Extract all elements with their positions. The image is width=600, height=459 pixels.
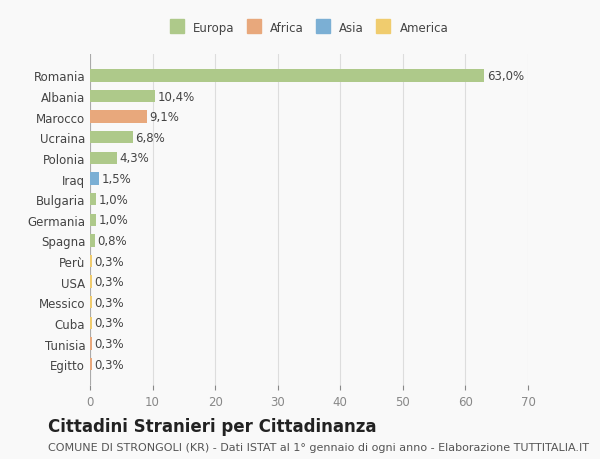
Bar xyxy=(90,255,92,268)
Bar xyxy=(90,317,92,330)
Text: 63,0%: 63,0% xyxy=(487,70,524,83)
Text: 6,8%: 6,8% xyxy=(135,132,165,145)
Bar xyxy=(90,91,155,103)
Bar xyxy=(90,358,92,370)
Text: 9,1%: 9,1% xyxy=(149,111,179,124)
Text: Cittadini Stranieri per Cittadinanza: Cittadini Stranieri per Cittadinanza xyxy=(48,418,377,436)
Bar xyxy=(90,194,96,206)
Text: 0,8%: 0,8% xyxy=(98,235,127,247)
Bar xyxy=(90,214,96,226)
Bar xyxy=(90,132,133,144)
Bar xyxy=(90,173,100,185)
Bar xyxy=(90,338,92,350)
Text: 0,3%: 0,3% xyxy=(94,317,124,330)
Bar xyxy=(90,152,117,165)
Text: 1,0%: 1,0% xyxy=(99,214,128,227)
Text: COMUNE DI STRONGOLI (KR) - Dati ISTAT al 1° gennaio di ogni anno - Elaborazione : COMUNE DI STRONGOLI (KR) - Dati ISTAT al… xyxy=(48,442,589,452)
Text: 1,0%: 1,0% xyxy=(99,193,128,206)
Text: 10,4%: 10,4% xyxy=(158,90,195,103)
Text: 0,3%: 0,3% xyxy=(94,358,124,371)
Text: 1,5%: 1,5% xyxy=(102,173,131,185)
Bar xyxy=(90,297,92,309)
Text: 0,3%: 0,3% xyxy=(94,296,124,309)
Text: 0,3%: 0,3% xyxy=(94,337,124,350)
Text: 4,3%: 4,3% xyxy=(119,152,149,165)
Bar xyxy=(90,111,147,123)
Bar xyxy=(90,235,95,247)
Text: 0,3%: 0,3% xyxy=(94,275,124,289)
Legend: Europa, Africa, Asia, America: Europa, Africa, Asia, America xyxy=(166,18,452,38)
Bar xyxy=(90,276,92,288)
Text: 0,3%: 0,3% xyxy=(94,255,124,268)
Bar xyxy=(90,70,484,83)
